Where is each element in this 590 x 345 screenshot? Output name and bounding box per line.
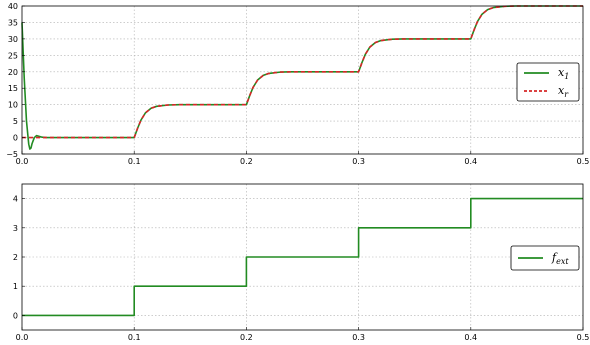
legend-label-xr: xr	[558, 84, 569, 99]
top-x-tick-label: 0.5	[577, 157, 590, 166]
bottom-x-tick-label: 0.5	[577, 333, 590, 342]
series-line-x1	[21, 5, 583, 150]
series-line-fext	[22, 197, 583, 317]
bottom-x-tick-label: 0.3	[352, 333, 365, 342]
top-y-tick-label: 40	[8, 2, 18, 11]
top-y-tick-label: 25	[8, 51, 18, 60]
legend-label-fext: fext	[551, 251, 569, 266]
top-plot-frame	[21, 5, 584, 155]
bottom-x-tick-label: 0.1	[128, 333, 141, 342]
bottom-series-layer	[22, 197, 583, 317]
bottom-x-tick-label: 0.4	[464, 333, 477, 342]
bottom-ticks: 0.0 0.1 0.2 0.3 0.4 0.5 0 1 2 3 4	[13, 195, 589, 342]
legend-label-x1: x1	[558, 66, 569, 81]
top-legend: x1 xr	[516, 62, 580, 102]
top-x-tick-label: 0.2	[240, 157, 253, 166]
top-y-tick-label: 15	[8, 84, 18, 93]
top-y-tick-label: 30	[8, 35, 18, 44]
top-x-tick-label: 0.1	[128, 157, 141, 166]
top-chart: 0.0 0.1 0.2 0.3 0.4 0.5 −5 0 5 10 15 20 25 30 35 40 x1 …	[6, 2, 589, 166]
bottom-legend: fext	[510, 245, 580, 271]
top-y-tick-label: 20	[8, 68, 18, 77]
bottom-y-tick-label: 1	[13, 282, 18, 291]
top-legend-box	[516, 62, 580, 102]
top-y-tick-label: −5	[6, 150, 18, 159]
top-x-tick-label: 0.0	[16, 157, 29, 166]
bottom-legend-box	[510, 245, 580, 271]
bottom-x-tick-label: 0.2	[240, 333, 253, 342]
top-x-tick-label: 0.4	[464, 157, 477, 166]
top-series-layer	[21, 5, 583, 150]
top-x-tick-label: 0.3	[352, 157, 365, 166]
bottom-y-tick-label: 4	[13, 195, 18, 204]
bottom-x-tick-label: 0.0	[16, 333, 29, 342]
top-ticks: 0.0 0.1 0.2 0.3 0.4 0.5 −5 0 5 10 15 20 25 30 35 40	[6, 2, 589, 166]
top-y-tick-label: 5	[13, 117, 18, 126]
bottom-y-tick-label: 3	[13, 224, 18, 233]
bottom-y-tick-label: 0	[13, 311, 18, 320]
top-grid	[22, 6, 583, 154]
top-y-tick-label: 10	[8, 101, 18, 110]
bottom-chart: 0.0 0.1 0.2 0.3 0.4 0.5 0 1 2 3 4 fext	[13, 183, 589, 342]
top-y-tick-label: 35	[8, 18, 18, 27]
bottom-y-tick-label: 2	[13, 253, 18, 262]
series-line-xr	[22, 5, 583, 139]
top-y-tick-label: 0	[13, 134, 18, 143]
